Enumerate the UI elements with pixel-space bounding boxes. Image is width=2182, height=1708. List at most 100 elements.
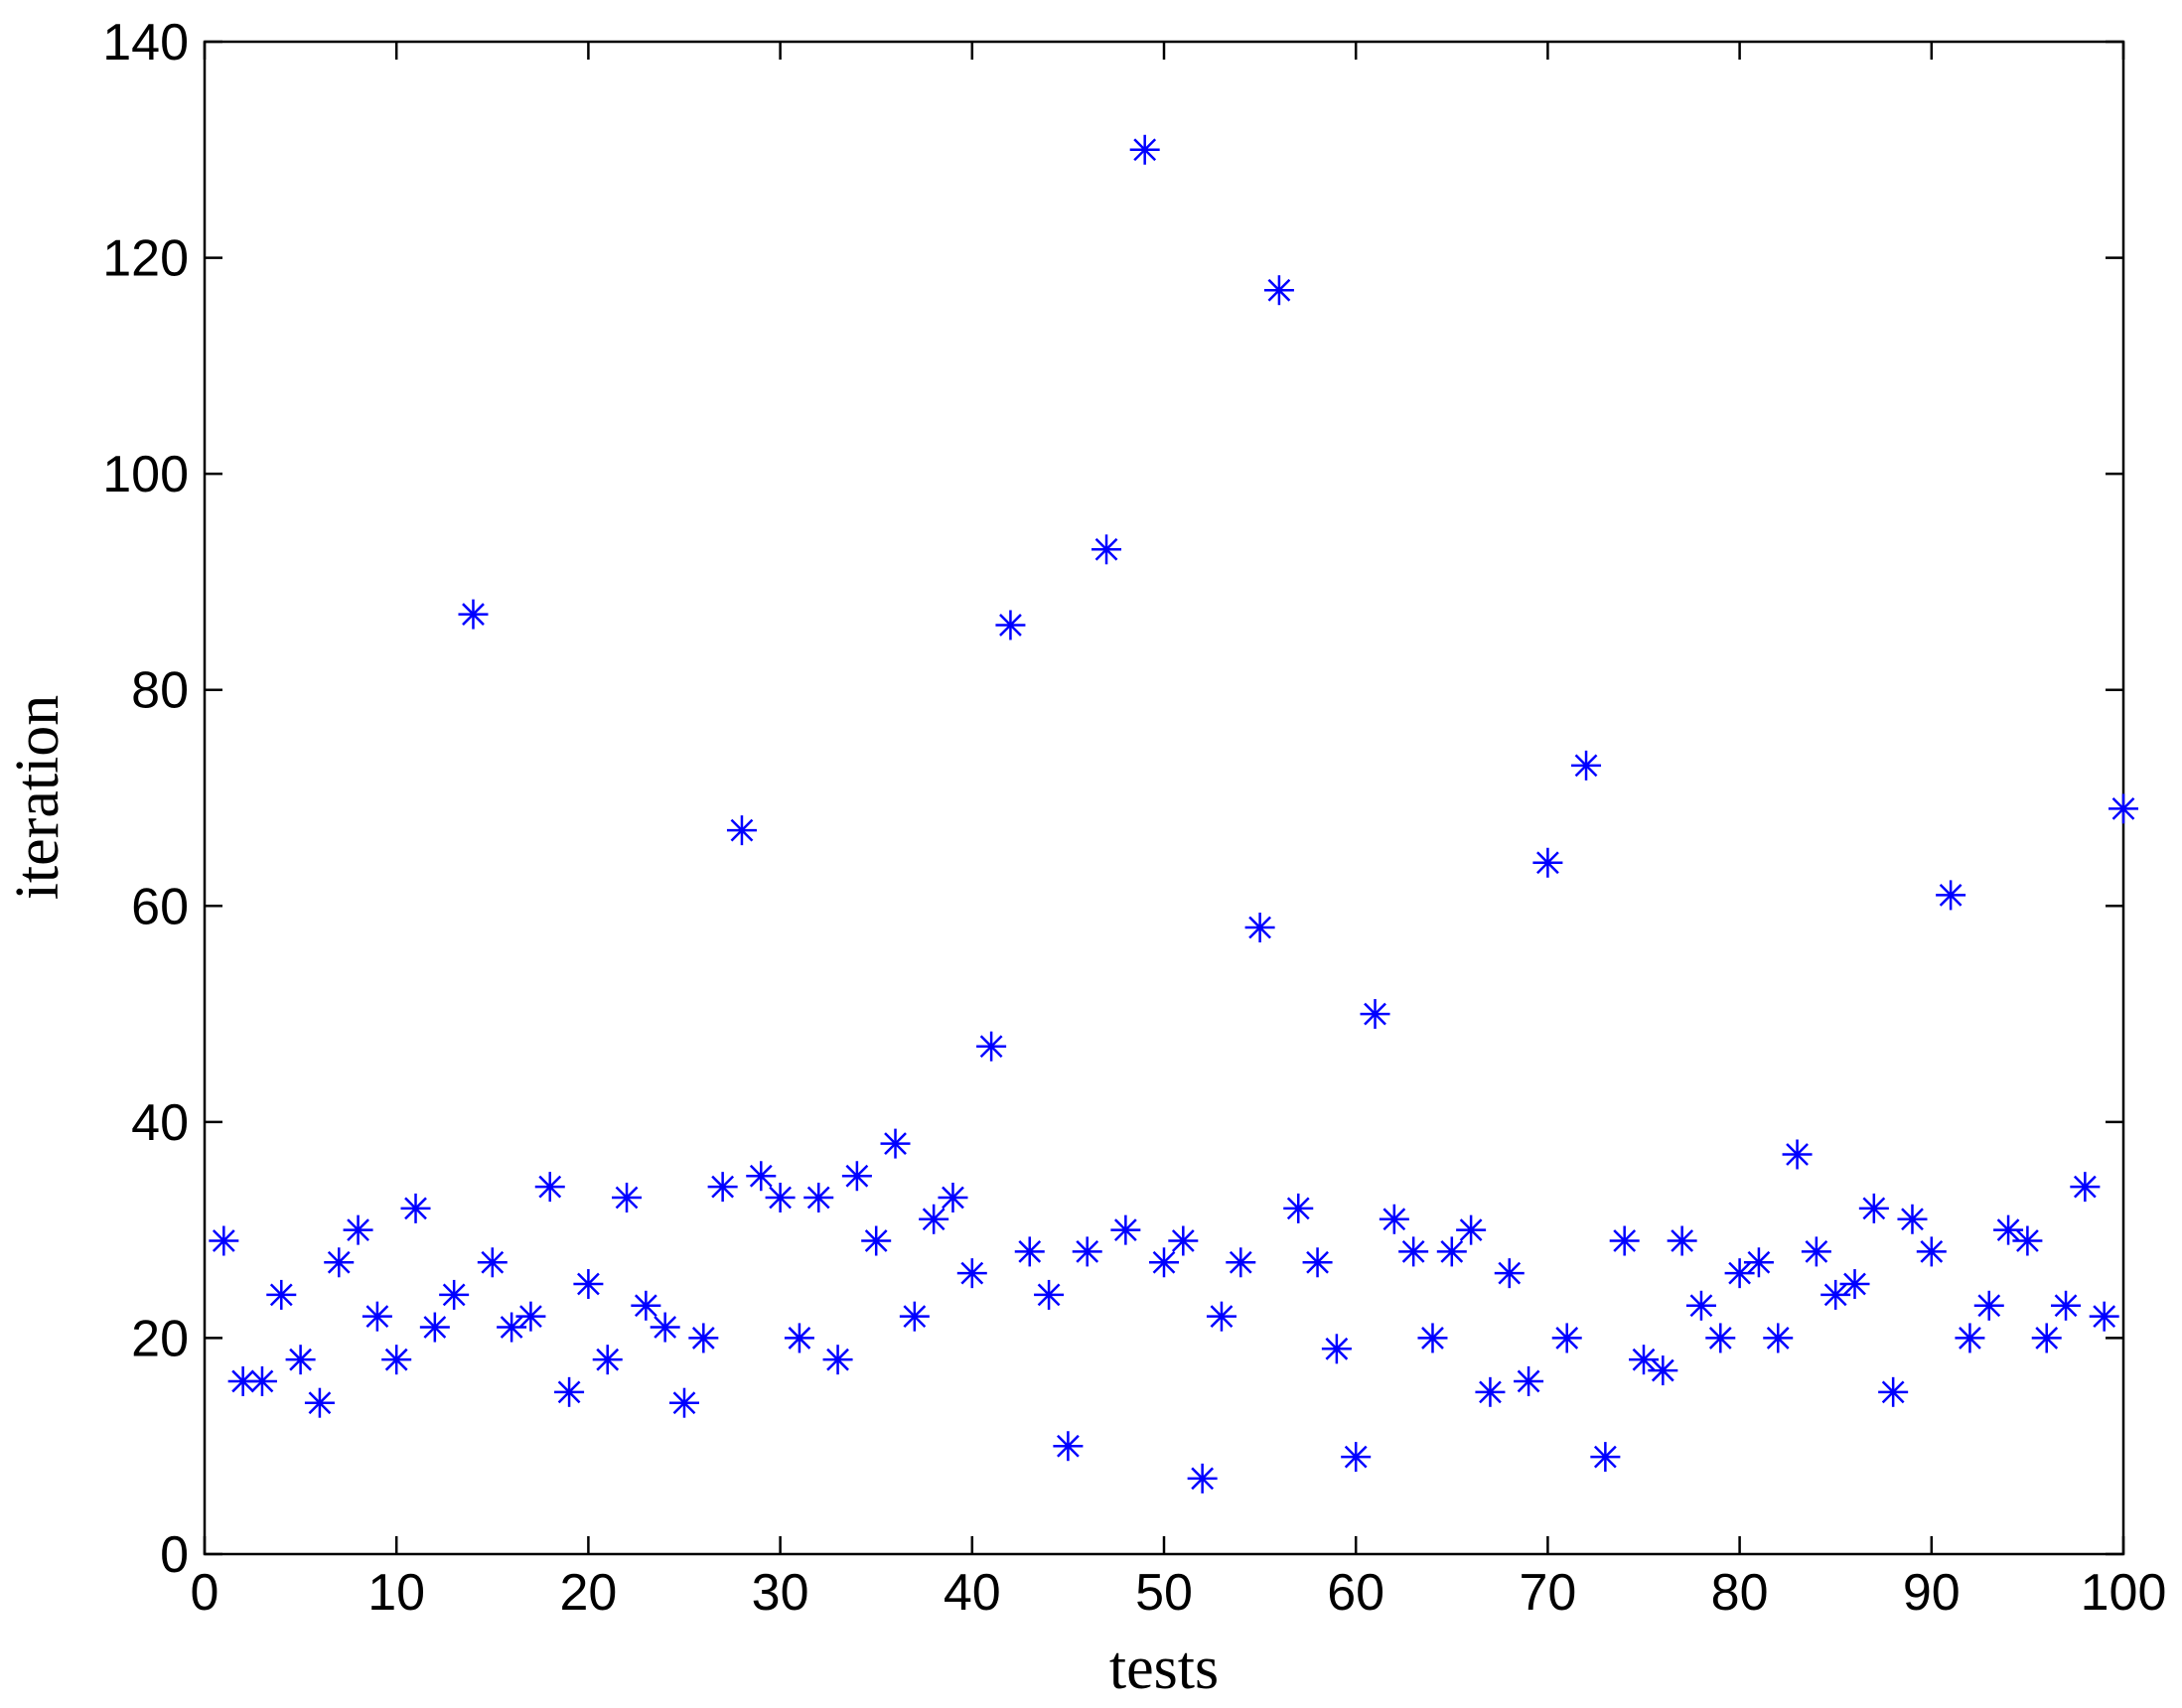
point xyxy=(1283,1193,1314,1223)
point-stroke xyxy=(1401,1240,1425,1263)
point-stroke xyxy=(1823,1283,1847,1307)
point-stroke xyxy=(1382,1208,1406,1231)
point xyxy=(976,1031,1007,1062)
point-stroke xyxy=(1459,1218,1483,1242)
point xyxy=(1648,1355,1678,1386)
point-stroke xyxy=(1996,1218,2020,1242)
point xyxy=(419,1312,450,1343)
point-stroke xyxy=(2073,1175,2097,1199)
point-stroke xyxy=(481,1250,505,1274)
point xyxy=(765,1183,796,1213)
x-tick-label: 40 xyxy=(944,1564,1001,1622)
point xyxy=(631,1290,661,1321)
point-stroke xyxy=(404,1197,427,1220)
point xyxy=(1743,1247,1774,1278)
point xyxy=(458,599,489,630)
point xyxy=(2051,1290,2082,1321)
point-stroke xyxy=(691,1327,715,1350)
point xyxy=(381,1345,412,1375)
point-stroke xyxy=(1191,1467,1215,1491)
point xyxy=(1072,1236,1102,1267)
point-stroke xyxy=(1632,1348,1656,1371)
point-stroke xyxy=(2035,1327,2059,1350)
point-stroke xyxy=(1286,1197,1310,1220)
point xyxy=(1858,1193,1889,1223)
point-stroke xyxy=(960,1261,984,1285)
point xyxy=(1571,750,1602,781)
point xyxy=(1551,1323,1582,1353)
point-stroke xyxy=(1959,1327,1981,1350)
y-tick-label: 120 xyxy=(102,230,189,288)
point-stroke xyxy=(1037,1283,1061,1307)
point xyxy=(1494,1258,1525,1289)
point-stroke xyxy=(1133,138,1157,162)
point xyxy=(285,1345,316,1375)
point-stroke xyxy=(557,1380,581,1404)
x-tick-label: 100 xyxy=(2081,1564,2167,1622)
point-stroke xyxy=(1498,1261,1522,1285)
point xyxy=(803,1183,834,1213)
point-stroke xyxy=(1210,1305,1234,1329)
point xyxy=(899,1301,930,1332)
point-stroke xyxy=(519,1305,542,1329)
point-stroke xyxy=(654,1316,677,1339)
point xyxy=(1839,1269,1870,1300)
point xyxy=(1801,1236,1831,1267)
point-stroke xyxy=(250,1369,274,1393)
point-stroke xyxy=(365,1305,389,1329)
point-stroke xyxy=(1536,851,1559,875)
point-stroke xyxy=(1766,1327,1790,1350)
point xyxy=(554,1376,585,1407)
point xyxy=(1321,1334,1352,1364)
point xyxy=(592,1345,623,1375)
point-stroke xyxy=(1805,1240,1828,1263)
point xyxy=(209,1225,239,1256)
point-stroke xyxy=(308,1391,332,1415)
point-stroke xyxy=(1862,1197,1886,1220)
point xyxy=(324,1247,355,1278)
point xyxy=(688,1323,719,1353)
point-stroke xyxy=(1977,1294,2001,1318)
x-tick-label: 20 xyxy=(559,1564,617,1622)
point-stroke xyxy=(423,1316,447,1339)
point xyxy=(1436,1236,1467,1267)
point xyxy=(1897,1204,1928,1234)
point-stroke xyxy=(711,1175,735,1199)
point-stroke xyxy=(1018,1240,1042,1263)
point xyxy=(2070,1172,2101,1203)
point xyxy=(1936,880,1966,911)
point-stroke xyxy=(1421,1327,1444,1350)
x-axis-label: tests xyxy=(1109,1635,1219,1702)
point xyxy=(938,1183,968,1213)
point xyxy=(2031,1323,2062,1353)
point-stroke xyxy=(634,1294,657,1318)
point-stroke xyxy=(596,1348,620,1371)
point-stroke xyxy=(942,1186,964,1210)
point xyxy=(784,1323,814,1353)
point xyxy=(1782,1139,1813,1170)
point xyxy=(1916,1236,1947,1267)
point-stroke xyxy=(577,1272,600,1296)
point-stroke xyxy=(769,1186,792,1210)
point-stroke xyxy=(1306,1250,1329,1274)
point xyxy=(1034,1279,1065,1310)
point-stroke xyxy=(884,1132,907,1155)
point xyxy=(1878,1376,1909,1407)
point-stroke xyxy=(1786,1143,1809,1166)
x-tick-label: 30 xyxy=(752,1564,809,1622)
point xyxy=(1302,1247,1333,1278)
point xyxy=(1705,1323,1736,1353)
point-stroke xyxy=(231,1369,255,1393)
y-tick-label: 140 xyxy=(102,14,189,71)
point-stroke xyxy=(615,1186,639,1210)
point-stroke xyxy=(347,1218,369,1242)
point xyxy=(1398,1236,1429,1267)
point xyxy=(477,1247,508,1278)
point xyxy=(746,1161,777,1192)
point-stroke xyxy=(1229,1250,1252,1274)
point xyxy=(919,1204,949,1234)
x-tick-label: 90 xyxy=(1903,1564,1961,1622)
point-stroke xyxy=(2111,796,2135,820)
point xyxy=(2012,1225,2043,1256)
point xyxy=(669,1387,699,1418)
